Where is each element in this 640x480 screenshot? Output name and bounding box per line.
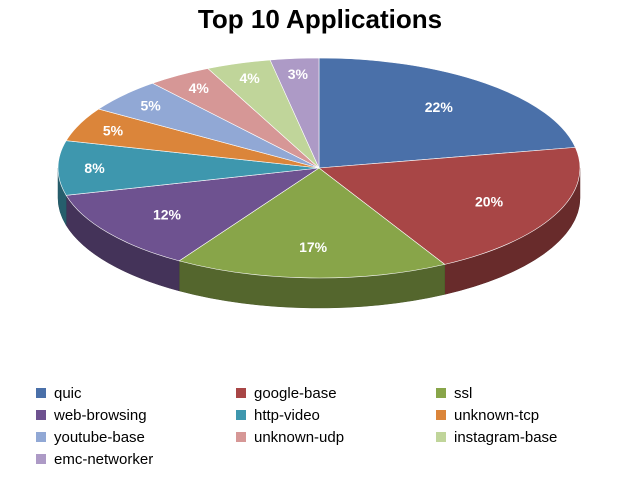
slice-label-youtube-base: 5% (141, 97, 162, 113)
slice-label-emc-networker: 3% (288, 66, 309, 82)
legend-label: http-video (254, 407, 320, 424)
legend-label: google-base (254, 385, 337, 402)
legend-item-unknown-udp: unknown-udp (236, 427, 344, 449)
pie-slice-emc-networker (269, 57, 320, 169)
legend-swatch (236, 410, 246, 420)
slice-label-quic: 22% (425, 99, 454, 115)
slice-label-unknown-udp: 4% (189, 80, 210, 96)
legend-label: quic (54, 385, 82, 402)
legend-item-web-browsing: web-browsing (36, 405, 147, 427)
pie-slice-quic (318, 57, 576, 169)
legend-item-http-video: http-video (236, 405, 320, 427)
legend-label: emc-networker (54, 451, 154, 468)
legend-item-unknown-tcp: unknown-tcp (436, 405, 539, 427)
slice-label-http-video: 8% (84, 160, 105, 176)
slice-label-web-browsing: 12% (153, 207, 182, 223)
legend-swatch (236, 432, 246, 442)
legend-item-ssl: ssl (436, 383, 472, 405)
pie-slice-http-video (57, 140, 320, 196)
legend-swatch (236, 388, 246, 398)
legend-label: instagram-base (454, 429, 558, 446)
legend-label: unknown-tcp (454, 407, 540, 424)
legend-label: web-browsing (54, 407, 147, 424)
slice-label-google-base: 20% (475, 194, 504, 210)
pie-top (57, 57, 581, 279)
legend-swatch (36, 388, 46, 398)
slice-label-instagram-base: 4% (240, 70, 261, 86)
legend-item-quic: quic (36, 383, 82, 405)
legend-item-instagram-base: instagram-base (436, 427, 557, 449)
legend-label: youtube-base (54, 429, 145, 446)
legend-swatch (36, 454, 46, 464)
legend-swatch (36, 410, 46, 420)
slice-labels: 22% 20% 17% 12% 8% 5% 5% 4% 4% 3% (84, 66, 503, 255)
chart-title: Top 10 Applications (197, 4, 443, 34)
slice-label-ssl: 17% (299, 239, 328, 255)
legend-item-google-base: google-base (236, 383, 337, 405)
legend-label: ssl (454, 385, 473, 402)
legend-swatch (36, 432, 46, 442)
legend-swatch (436, 388, 446, 398)
legend-item-youtube-base: youtube-base (36, 427, 145, 449)
slice-label-unknown-tcp: 5% (103, 122, 124, 138)
pie-slice-web-browsing (65, 167, 320, 262)
legend-swatch (436, 432, 446, 442)
pie-chart: 22% 20% 17% 12% 8% 5% 5% 4% 4% 3% (57, 57, 581, 309)
legend-swatch (436, 410, 446, 420)
legend-label: unknown-udp (254, 429, 345, 446)
pie-slice-ssl (178, 167, 446, 279)
legend-item-emc-networker: emc-networker (36, 449, 153, 471)
pie-slice-google-base (318, 147, 581, 265)
